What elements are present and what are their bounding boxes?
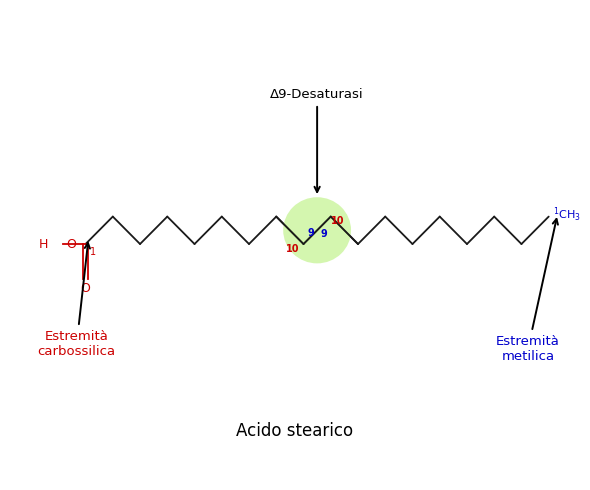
Text: Acido stearico: Acido stearico — [237, 422, 353, 440]
Text: Estremità
metilica: Estremità metilica — [496, 219, 560, 363]
Text: 9: 9 — [320, 229, 327, 239]
Text: O: O — [81, 282, 90, 295]
Ellipse shape — [283, 197, 351, 263]
Text: O: O — [66, 238, 76, 250]
Text: 10: 10 — [286, 244, 300, 254]
Text: $^{1}$CH$_{3}$: $^{1}$CH$_{3}$ — [553, 206, 581, 224]
Text: Estremità
carbossilica: Estremità carbossilica — [38, 243, 116, 358]
Text: Δ9-Desaturasi: Δ9-Desaturasi — [270, 88, 364, 192]
Text: H: H — [39, 238, 48, 250]
Text: 10: 10 — [331, 217, 345, 226]
Text: 9: 9 — [307, 228, 314, 238]
Text: 1: 1 — [90, 247, 96, 257]
